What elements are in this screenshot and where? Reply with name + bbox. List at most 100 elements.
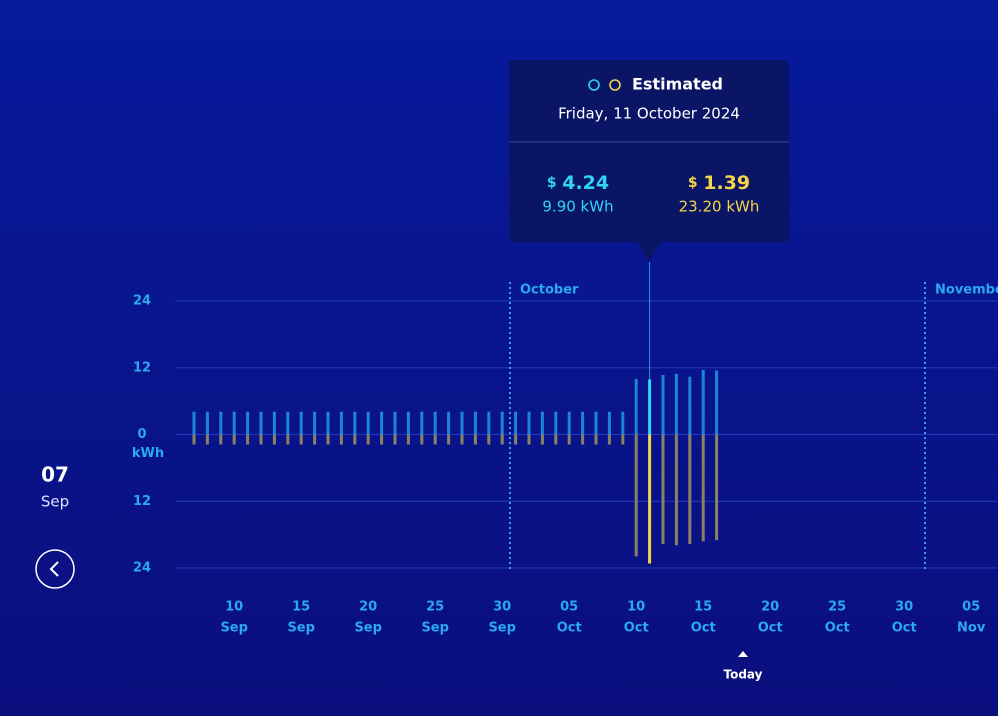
bar (246, 411, 250, 435)
bar (527, 411, 531, 435)
bar (460, 411, 464, 435)
bar (339, 434, 343, 445)
bar (393, 411, 397, 435)
y-tick-label: 12 (133, 494, 151, 509)
bar (621, 434, 625, 445)
bar (460, 434, 464, 445)
bar (527, 434, 531, 445)
x-tick-month: Sep (354, 621, 382, 636)
x-tick-day: 20 (359, 600, 377, 615)
x-tick-month: Oct (691, 621, 716, 636)
bar (192, 434, 196, 445)
bar (380, 434, 384, 445)
currency: $ (547, 175, 557, 191)
x-tick-day: 25 (828, 600, 846, 615)
today-marker (738, 651, 748, 657)
bar (540, 434, 544, 445)
amount: 1.39 (703, 172, 750, 194)
legend-marker (588, 79, 600, 91)
bar (688, 376, 692, 435)
bar (393, 434, 397, 445)
x-tick-month: Nov (957, 621, 986, 636)
bar (205, 434, 209, 445)
bar (232, 434, 236, 445)
bar (648, 434, 652, 564)
bar (554, 411, 558, 435)
y-tick-label: 0 (137, 427, 146, 442)
bar (701, 369, 705, 435)
bar (406, 411, 410, 435)
tooltip-title: Estimated (632, 75, 723, 94)
today-label: Today (724, 668, 763, 682)
bar (366, 434, 370, 445)
y-tick-label: 24 (133, 561, 151, 576)
bar (420, 411, 424, 435)
bar (286, 411, 290, 435)
x-tick-day: 25 (426, 600, 444, 615)
x-tick-month: Sep (220, 621, 248, 636)
x-tick-month: Oct (557, 621, 582, 636)
bar (661, 434, 665, 545)
bar (380, 411, 384, 435)
x-tick-day: 20 (761, 600, 779, 615)
bar (366, 411, 370, 435)
tooltip-energy: 9.90 kWh (542, 198, 613, 216)
bar (406, 434, 410, 445)
bar (339, 411, 343, 435)
bar (715, 434, 719, 541)
bar (594, 411, 598, 435)
back-button[interactable] (35, 549, 75, 589)
x-tick-day: 05 (962, 600, 980, 615)
bar (674, 373, 678, 435)
bar (192, 411, 196, 435)
bar (272, 411, 276, 435)
bar (326, 434, 330, 445)
bar (594, 434, 598, 445)
bar (353, 434, 357, 445)
bar (433, 434, 437, 445)
bar (232, 411, 236, 435)
bar (272, 434, 276, 445)
tooltip-date: Friday, 11 October 2024 (558, 105, 740, 123)
chart: 24 12 0 12 24 kWh October November 10 Sep 15 Sep 20 S… (132, 262, 998, 636)
bar (313, 434, 317, 445)
bar (473, 411, 477, 435)
bar (661, 374, 665, 435)
x-tick-day: 05 (560, 600, 578, 615)
bar (514, 411, 518, 435)
x-tick-month: Oct (892, 621, 917, 636)
bar (634, 434, 638, 557)
tooltip-cost: $ 4.24 (547, 172, 609, 194)
bar (420, 434, 424, 445)
x-tick-month: Oct (624, 621, 649, 636)
bar (567, 411, 571, 435)
month-label: November (935, 283, 998, 298)
x-tick-day: 10 (225, 600, 243, 615)
x-tick-month: Oct (758, 621, 783, 636)
legend-marker (609, 79, 621, 91)
x-tick-month: Oct (825, 621, 850, 636)
bar (286, 434, 290, 445)
bar (219, 434, 223, 445)
bar (607, 434, 611, 445)
x-tick-day: 30 (493, 600, 511, 615)
bar (433, 411, 437, 435)
x-tick-day: 10 (627, 600, 645, 615)
bar (326, 411, 330, 435)
bar (514, 434, 518, 445)
x-tick-day: 30 (895, 600, 913, 615)
bar (688, 434, 692, 545)
bar (648, 379, 652, 435)
bar (500, 411, 504, 435)
bar (259, 434, 263, 445)
y-tick-label: 24 (133, 294, 151, 309)
bar (299, 411, 303, 435)
x-tick-month: Sep (421, 621, 449, 636)
y-unit: kWh (132, 446, 164, 461)
period-month: Sep (41, 493, 69, 511)
month-label: October (520, 283, 579, 298)
bar (205, 411, 209, 435)
tooltip-energy: 23.20 kWh (679, 198, 760, 216)
bar (674, 434, 678, 546)
